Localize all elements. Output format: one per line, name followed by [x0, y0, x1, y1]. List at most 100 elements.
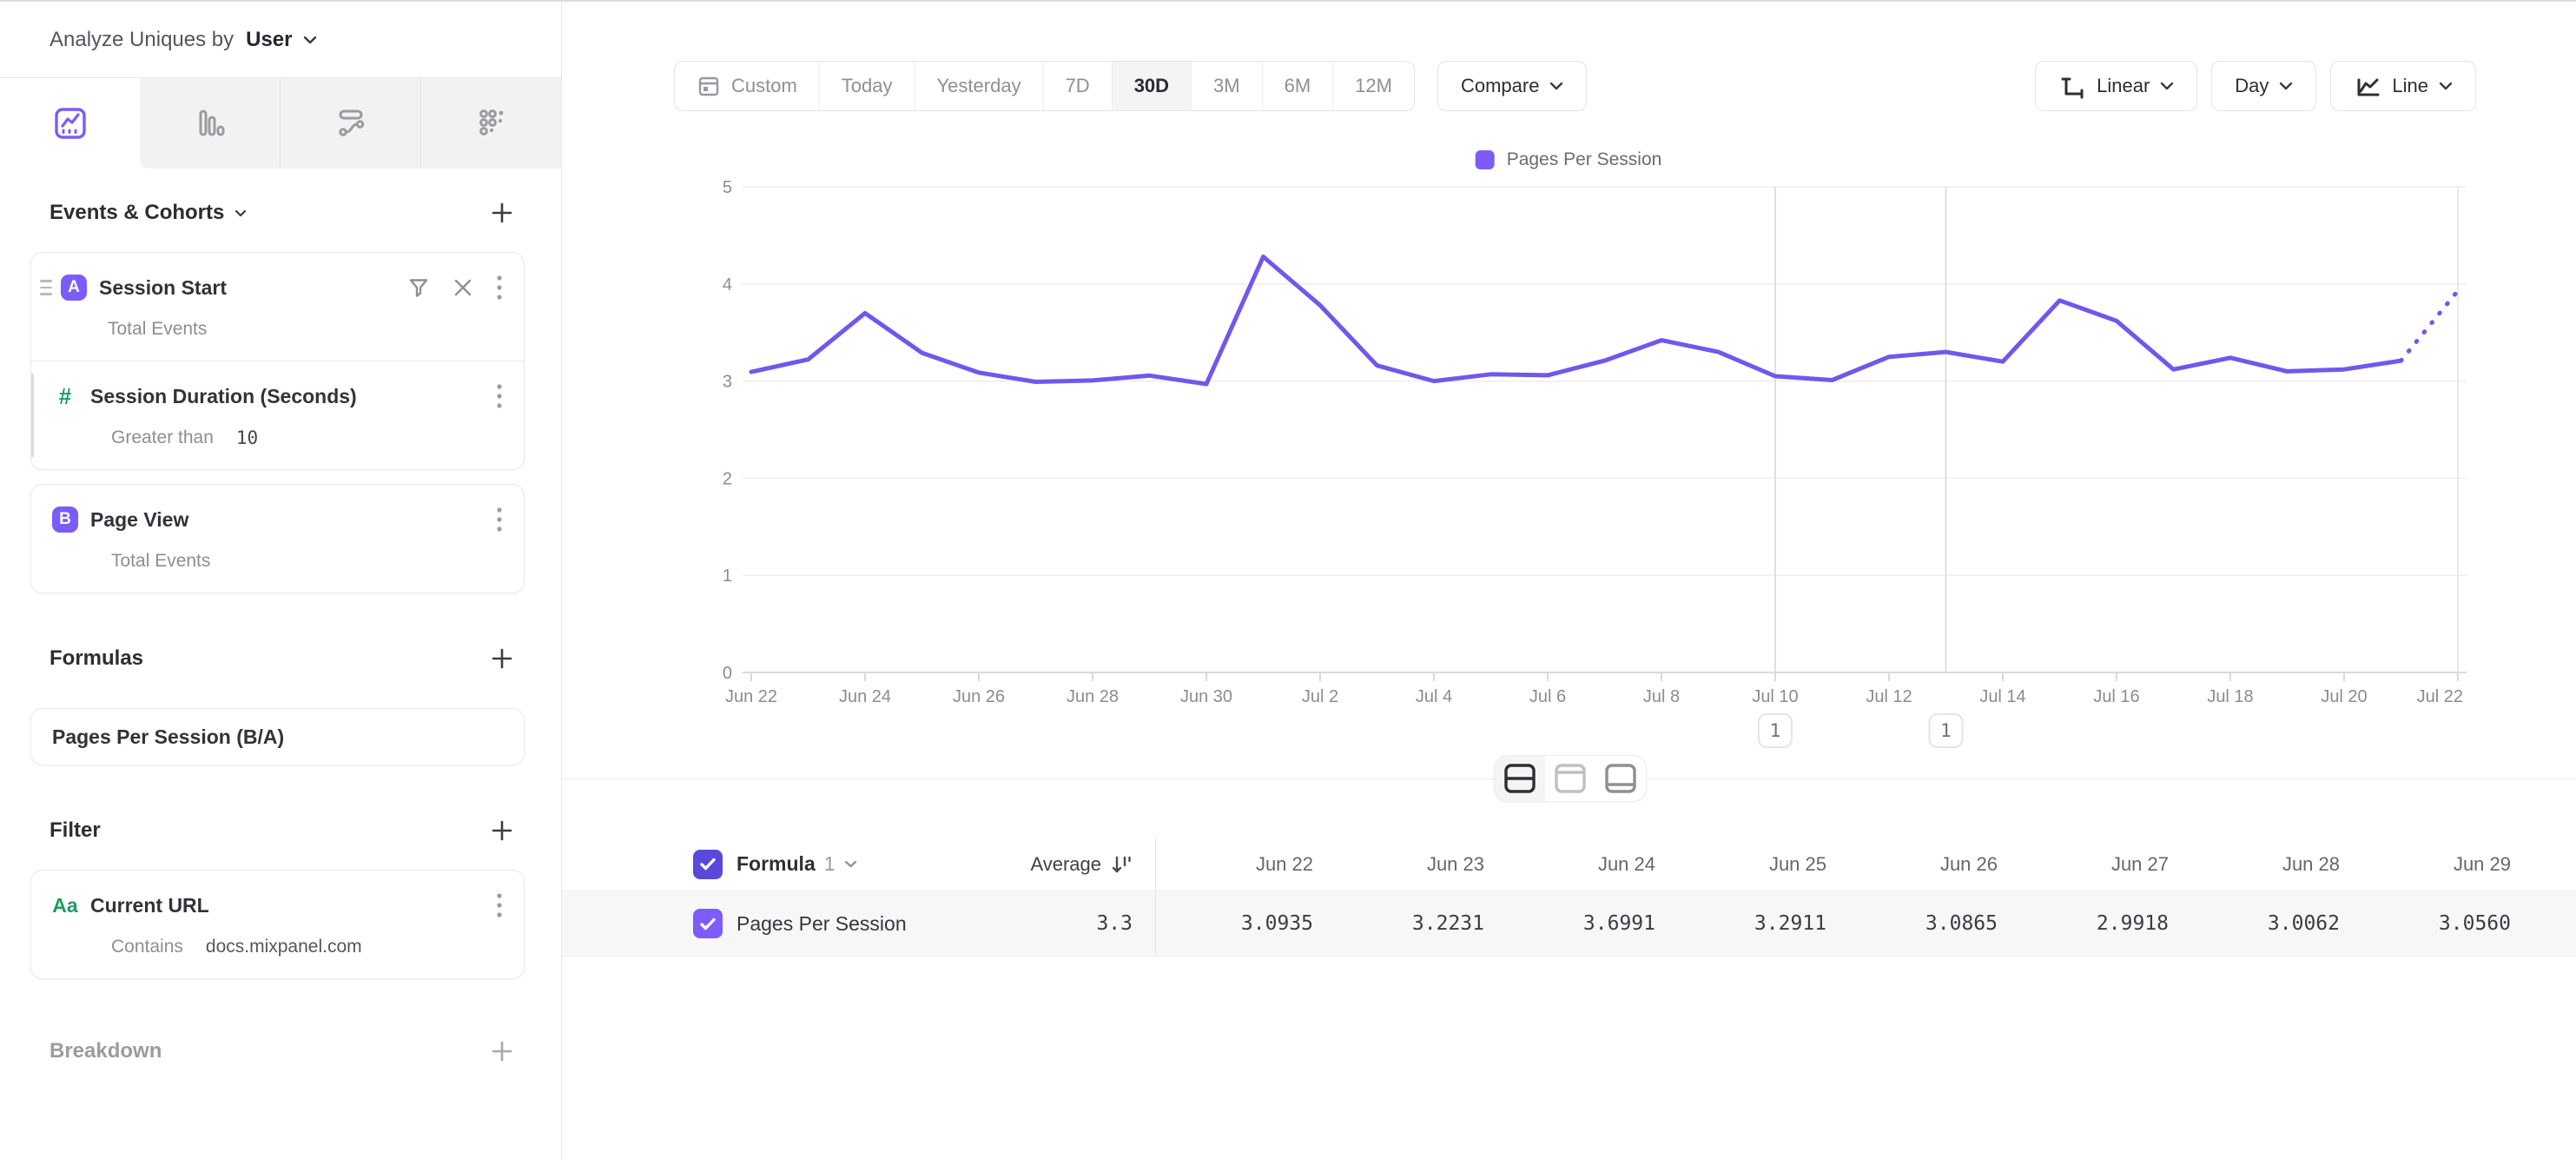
svg-text:Jul 4: Jul 4 [1416, 687, 1452, 706]
events-section-header: Events & Cohorts [30, 193, 525, 233]
date-column-header[interactable]: Jun 29 [2453, 852, 2511, 875]
layout-chart-only-button[interactable] [1545, 756, 1595, 801]
split-view-icon [1504, 764, 1536, 793]
filter-property-name[interactable]: Current URL [90, 893, 209, 917]
svg-text:Jul 16: Jul 16 [2093, 687, 2139, 706]
query-builder-content: Events & Cohorts A Session Start [0, 193, 561, 1071]
event-name[interactable]: Session Start [99, 275, 227, 299]
event-card-page-view: B Page View Total Events [30, 484, 525, 593]
date-column-header[interactable]: Jun 28 [2282, 852, 2340, 875]
formula-card[interactable]: Pages Per Session (B/A) [30, 708, 525, 765]
svg-text:2: 2 [723, 469, 732, 488]
range-custom[interactable]: Custom [675, 62, 820, 110]
svg-text:Jul 10: Jul 10 [1752, 687, 1798, 706]
event-letter-badge: B [52, 507, 78, 533]
filter-card-current-url: Aa Current URL Contains docs.mixpanel.co… [30, 870, 525, 979]
range-yesterday[interactable]: Yesterday [915, 62, 1044, 110]
kebab-menu-icon[interactable] [496, 383, 503, 409]
range-3m[interactable]: 3M [1192, 62, 1263, 110]
svg-text:Jun 24: Jun 24 [839, 687, 891, 706]
tab-bar-report[interactable] [140, 78, 281, 169]
svg-text:Jul 6: Jul 6 [1529, 687, 1566, 706]
tab-flows[interactable] [281, 78, 421, 169]
date-column-header[interactable]: Jun 22 [1255, 852, 1313, 875]
layout-table-only-button[interactable] [1595, 756, 1646, 801]
tab-retention[interactable] [421, 78, 561, 169]
pages-per-session-line-chart[interactable]: 0 1 2 3 4 5 1 1 Jun 22 Jun 24 Jun 26 Jun 28 Jun 30 Ju… [562, 130, 2576, 756]
compare-button[interactable]: Compare [1437, 61, 1588, 111]
property-condition[interactable]: Greater than 10 [111, 427, 259, 448]
series-checkbox[interactable] [693, 909, 723, 938]
report-type-tabbar [0, 78, 561, 169]
table-date-values: 3.0935 3.2231 3.6991 3.2911 3.0865 2.9918 3.00… [1156, 891, 2525, 956]
retention-dots-icon [479, 109, 503, 136]
svg-text:Jul 18: Jul 18 [2207, 687, 2253, 706]
kebab-menu-icon[interactable] [496, 275, 503, 301]
plus-icon [492, 1041, 512, 1062]
kebab-menu-icon[interactable] [496, 507, 503, 533]
table-data-row[interactable]: Pages Per Session 3.3 3.0935 3.2231 3.6991… [562, 891, 2576, 957]
results-table: Formula 1 Average Jun 22 Jun 23 Jun 24 Jun … [562, 838, 2576, 957]
range-7d[interactable]: 7D [1044, 62, 1113, 110]
chart-legend[interactable]: Pages Per Session [1475, 149, 1661, 170]
events-section-title[interactable]: Events & Cohorts [50, 201, 247, 225]
interval-button[interactable]: Day [2211, 61, 2317, 111]
plus-icon [492, 202, 512, 223]
date-cell-value: 3.0935 [1240, 912, 1313, 935]
check-icon [700, 917, 716, 930]
select-all-checkbox[interactable] [693, 849, 723, 879]
series-name: Pages Per Session [736, 911, 907, 935]
analyze-header: Analyze Uniques by User [0, 2, 561, 78]
tab-insights[interactable] [0, 78, 140, 169]
legend-swatch [1475, 150, 1495, 169]
svg-text:5: 5 [723, 178, 732, 197]
range-12m[interactable]: 12M [1355, 75, 1392, 96]
svg-text:1: 1 [1940, 720, 1952, 741]
property-name[interactable]: Session Duration (Seconds) [90, 384, 357, 407]
range-30d[interactable]: 30D [1112, 62, 1192, 110]
y-axis-scale-button[interactable]: Linear [2035, 61, 2198, 111]
date-cell-value: 3.2911 [1754, 912, 1826, 935]
filter-condition-value[interactable]: docs.mixpanel.com [205, 937, 362, 957]
event-measurement[interactable]: Total Events [108, 319, 208, 339]
chart-type-button[interactable]: Line [2330, 61, 2476, 111]
breakdown-section-header: Breakdown [30, 1031, 525, 1071]
condition-value[interactable]: 10 [235, 427, 259, 448]
formula-group-toggle[interactable]: Formula 1 [736, 852, 857, 876]
date-column-header[interactable]: Jun 26 [1939, 852, 1998, 875]
filter-icon[interactable] [407, 276, 430, 299]
breakdown-section-title: Breakdown [50, 1039, 162, 1063]
filter-section-title: Filter [50, 818, 101, 842]
svg-text:Jun 26: Jun 26 [953, 687, 1005, 706]
date-range-control: Custom Today Yesterday 7D 30D 3M 6M 12M [674, 61, 1415, 111]
add-filter-button[interactable] [490, 818, 514, 843]
event-name[interactable]: Page View [90, 507, 189, 531]
event-letter-badge: A [61, 275, 87, 301]
table-date-headers: Jun 22 Jun 23 Jun 24 Jun 25 Jun 26 Jun 27 Jun … [1156, 838, 2525, 891]
event-measurement[interactable]: Total Events [111, 551, 211, 571]
plus-icon [492, 820, 512, 841]
date-column-header[interactable]: Jun 24 [1597, 852, 1655, 875]
add-breakdown-button[interactable] [490, 1039, 514, 1063]
average-column-header[interactable]: Average [1030, 853, 1133, 876]
range-6m[interactable]: 6M [1263, 62, 1334, 110]
add-event-button[interactable] [490, 201, 514, 225]
chevron-down-icon [1550, 82, 1563, 90]
filter-condition[interactable]: Contains docs.mixpanel.com [111, 937, 362, 957]
close-icon[interactable] [452, 277, 473, 298]
date-column-header[interactable]: Jun 23 [1426, 852, 1484, 875]
range-today[interactable]: Today [820, 62, 915, 110]
svg-text:Jul 2: Jul 2 [1302, 687, 1338, 706]
date-column-header[interactable]: Jun 27 [2110, 852, 2169, 875]
kebab-menu-icon[interactable] [496, 892, 503, 918]
date-cell-value: 3.0560 [2438, 912, 2511, 935]
formula-name: Pages Per Session (B/A) [52, 725, 285, 748]
svg-text:Jun 30: Jun 30 [1180, 687, 1232, 706]
svg-text:Jun 28: Jun 28 [1067, 687, 1119, 706]
date-column-header[interactable]: Jun 25 [1768, 852, 1826, 875]
layout-split-view-button[interactable] [1495, 756, 1545, 801]
analyze-label: Analyze Uniques by [50, 27, 234, 51]
drag-handle-icon[interactable] [40, 280, 52, 295]
analyze-by-dropdown[interactable]: User [246, 28, 316, 52]
add-formula-button[interactable] [490, 646, 514, 671]
